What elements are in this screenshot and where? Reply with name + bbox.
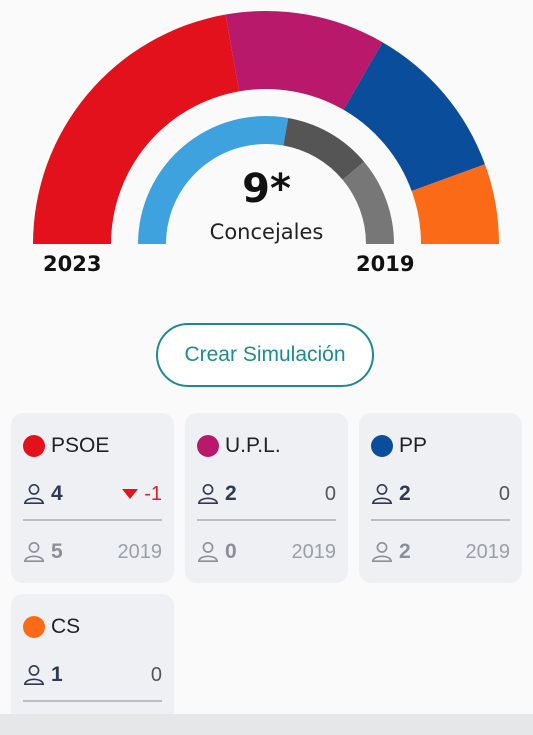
current-seats-row: 2 0 <box>371 481 510 507</box>
seat-change: -1 <box>122 483 162 506</box>
create-simulation-button[interactable]: Crear Simulación <box>156 323 374 387</box>
person-icon <box>197 484 219 504</box>
previous-seats-row: 2 2019 <box>371 539 510 565</box>
current-seats-row: 2 0 <box>197 481 336 507</box>
divider <box>23 700 162 702</box>
party-header: PP <box>371 433 427 459</box>
person-icon <box>371 484 393 504</box>
party-name: U.P.L. <box>225 434 281 457</box>
party-color-dot <box>197 435 219 457</box>
seat-distribution-chart <box>33 10 499 244</box>
party-name: PSOE <box>51 434 110 457</box>
divider <box>23 519 162 521</box>
person-icon <box>197 542 219 562</box>
previous-seat-count: 5 <box>51 540 63 563</box>
party-name: CS <box>51 615 81 638</box>
previous-seat-count: 0 <box>225 540 237 563</box>
party-name: PP <box>399 434 428 457</box>
total-seats: 9* <box>242 166 291 212</box>
party-card-psoe[interactable]: PSOE 4 -1 5 2019 <box>11 413 174 583</box>
previous-seat-count: 2 <box>399 540 411 563</box>
year-current-label: 2023 <box>43 252 102 276</box>
divider <box>371 519 510 521</box>
seat-count: 2 <box>225 482 237 505</box>
person-icon <box>23 665 45 685</box>
person-icon <box>371 542 393 562</box>
outer-2023-segment-2 <box>343 42 485 191</box>
outer-2023-segment-1 <box>225 10 383 110</box>
inner-2019-segment-0 <box>138 116 289 244</box>
party-header: CS <box>23 614 80 640</box>
party-card-upl[interactable]: U.P.L. 2 0 0 2019 <box>185 413 348 583</box>
seat-change-value: -1 <box>144 482 162 505</box>
party-header: PSOE <box>23 433 109 459</box>
previous-year: 2019 <box>291 540 337 563</box>
party-header: U.P.L. <box>197 433 281 459</box>
person-icon <box>23 484 45 504</box>
party-color-dot <box>23 435 45 457</box>
previous-year: 2019 <box>465 540 511 563</box>
inner-2019-segment-1 <box>283 117 365 180</box>
seat-change-value: 0 <box>324 482 336 505</box>
current-seats-row: 1 0 <box>23 662 162 688</box>
party-card-pp[interactable]: PP 2 0 2 2019 <box>359 413 522 583</box>
person-icon <box>23 542 45 562</box>
party-color-dot <box>371 435 393 457</box>
seat-count: 1 <box>51 663 63 686</box>
seat-count: 2 <box>399 482 411 505</box>
seat-change-value: 0 <box>498 482 510 505</box>
current-seats-row: 4 -1 <box>23 481 162 507</box>
previous-seats-row: 5 2019 <box>23 539 162 565</box>
divider <box>197 519 336 521</box>
year-previous-label: 2019 <box>356 252 415 276</box>
party-card-cs[interactable]: CS 1 0 <box>11 594 174 724</box>
seat-count: 4 <box>51 482 63 505</box>
outer-2023-segment-3 <box>411 164 499 244</box>
outer-2023-segment-0 <box>33 14 240 244</box>
inner-2019-segment-2 <box>342 161 394 244</box>
total-seats-label: Concejales <box>209 220 324 244</box>
down-triangle-icon <box>122 489 139 499</box>
previous-seats-row: 0 2019 <box>197 539 336 565</box>
bottom-bar <box>0 714 533 735</box>
party-color-dot <box>23 616 45 638</box>
seat-change-value: 0 <box>150 663 162 686</box>
previous-year: 2019 <box>117 540 163 563</box>
